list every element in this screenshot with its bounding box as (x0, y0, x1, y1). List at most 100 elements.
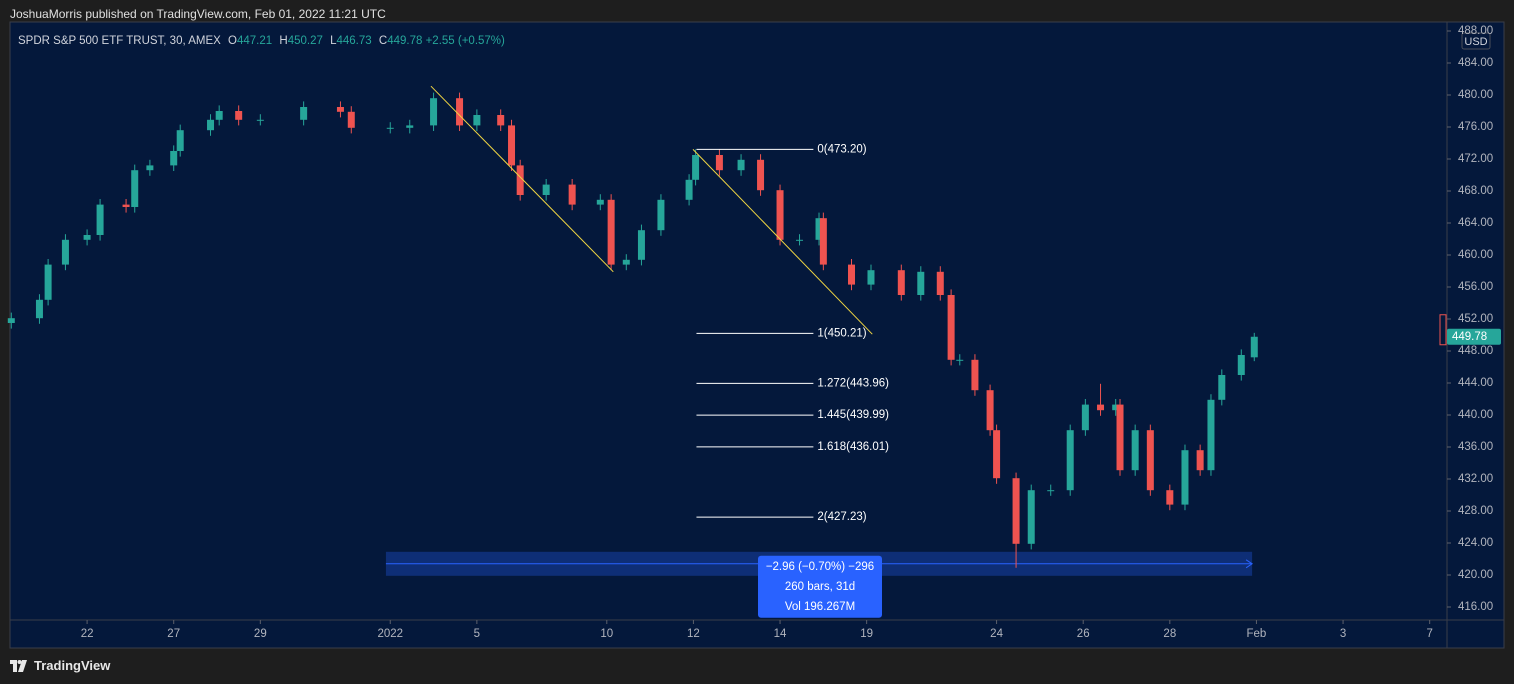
x-tick-label: 7 (1426, 628, 1432, 640)
candle-body (406, 125, 414, 128)
candle-body (386, 127, 394, 129)
legend: SPDR S&P 500 ETF TRUST, 30, AMEX O447.21… (18, 35, 505, 47)
candle-body (637, 230, 645, 260)
candle-body (215, 111, 223, 120)
candle-body (685, 179, 693, 200)
candle-body (235, 111, 243, 120)
candle-body (986, 390, 994, 431)
measure-text: Vol 196.267M (785, 601, 855, 613)
candle-body (122, 204, 130, 207)
currency: USD (1464, 36, 1487, 48)
y-tick-label: 464.00 (1458, 217, 1493, 229)
candle-body (347, 111, 355, 128)
candle-body (819, 218, 827, 265)
y-tick-label: 468.00 (1458, 185, 1493, 197)
y-tick-label: 472.00 (1458, 153, 1493, 165)
candle-body (61, 239, 69, 265)
x-tick-label: 5 (474, 628, 480, 640)
x-tick-label: 3 (1340, 628, 1346, 640)
candle-body (1027, 490, 1035, 544)
candle-body (516, 165, 524, 195)
candle-body (1012, 478, 1020, 544)
ohlc-key: L (330, 35, 337, 47)
candle-body (596, 199, 604, 205)
fib-label: 1(450.21) (817, 327, 866, 339)
candle-body (757, 159, 765, 191)
candle-body (170, 151, 178, 166)
candle-body (1097, 404, 1105, 411)
candle-body (473, 115, 481, 126)
candle-body (1066, 430, 1074, 491)
candle-body (657, 199, 665, 231)
candle-body (692, 155, 700, 180)
change: +2.55 (+0.57%) (425, 35, 505, 47)
candle-body (1131, 430, 1139, 471)
candle-body (607, 199, 615, 265)
x-tick-label: 26 (1077, 628, 1090, 640)
y-tick-label: 476.00 (1458, 121, 1493, 133)
y-tick-label: 428.00 (1458, 505, 1493, 517)
y-tick-label: 460.00 (1458, 249, 1493, 261)
brand-logo (10, 659, 27, 672)
candle-body (1047, 490, 1055, 492)
x-tick-label: 19 (860, 628, 873, 640)
trend-line (692, 149, 873, 335)
y-tick-label: 440.00 (1458, 409, 1493, 421)
candle-body (7, 318, 15, 323)
candle-body (1218, 375, 1226, 400)
candle-body (917, 271, 925, 295)
trend-line (430, 85, 614, 273)
candle-body (1237, 355, 1245, 375)
candle-body (867, 270, 875, 285)
x-tick-label: 10 (600, 628, 613, 640)
y-tick-label: 452.00 (1458, 313, 1493, 325)
y-tick-label: 432.00 (1458, 473, 1493, 485)
candle-body (1081, 404, 1089, 431)
y-tick-label: 424.00 (1458, 537, 1493, 549)
candle-body (83, 235, 91, 240)
candle-body (1250, 336, 1258, 358)
fib-label: 0(473.20) (817, 143, 866, 155)
y-tick-label: 420.00 (1458, 569, 1493, 581)
x-tick-label: 24 (990, 628, 1003, 640)
candle-body (1166, 490, 1174, 505)
candle-body (336, 107, 344, 112)
y-tick-label: 456.00 (1458, 281, 1493, 293)
last-price-tag (1447, 328, 1501, 345)
x-tick-label: 29 (254, 628, 267, 640)
candle-body (815, 218, 823, 240)
candle-body (776, 190, 784, 240)
y-tick-label: 448.00 (1458, 345, 1493, 357)
ohlc-value: 446.73 (336, 35, 372, 47)
candle-body (796, 239, 804, 241)
candle-body (497, 115, 505, 126)
candle-body (430, 98, 438, 126)
ohlc-key: C (378, 35, 388, 47)
last-price: 449.78 (1452, 331, 1487, 343)
chart-frame (9, 21, 1505, 649)
y-tick-label: 436.00 (1458, 441, 1493, 453)
x-tick-label: 12 (687, 628, 700, 640)
brand-name: TradingView (34, 658, 111, 673)
ohlc-value: 450.27 (287, 35, 323, 47)
measure-arrowhead (1245, 559, 1254, 569)
candle-body (971, 359, 979, 391)
candle-body (207, 119, 215, 131)
publisher-line: JoshuaMorris published on TradingView.co… (10, 7, 386, 21)
candle-body (993, 430, 1001, 479)
y-tick-label: 484.00 (1458, 57, 1493, 69)
candle-body (131, 170, 139, 207)
candle-body (44, 264, 52, 300)
candle-body (176, 130, 184, 151)
candle-body (96, 204, 104, 235)
candle-body (542, 184, 550, 195)
candle-body (847, 264, 855, 285)
candle-body (1146, 430, 1154, 491)
fib-label: 1.618(436.01) (817, 441, 889, 453)
measure-text: 260 bars, 31d (785, 581, 855, 593)
candle-body (956, 359, 964, 361)
y-tick-label: 444.00 (1458, 377, 1493, 389)
y-tick-label: 488.00 (1458, 25, 1493, 37)
price-tag-bracket (1439, 314, 1447, 346)
